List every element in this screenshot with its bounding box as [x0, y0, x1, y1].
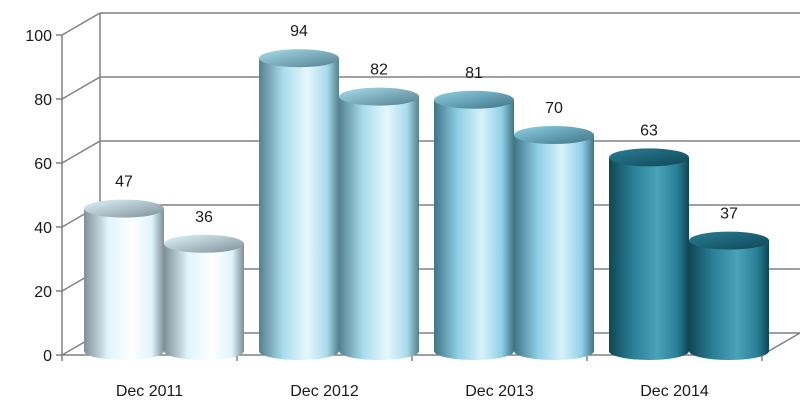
data-label-2-1: 70 [545, 100, 563, 117]
bar-0-0 [84, 199, 164, 360]
bar-body-1-1 [339, 96, 419, 360]
data-label-3-0: 63 [640, 122, 658, 139]
bar-body-1-0 [259, 58, 339, 360]
bar-top-3-1 [689, 231, 769, 250]
bar-body-0-1 [164, 243, 244, 360]
x-category-label-3: Dec 2014 [640, 383, 709, 400]
x-category-label-1: Dec 2012 [290, 383, 359, 400]
bar-body-3-1 [689, 240, 769, 360]
bar-top-2-1 [514, 126, 594, 144]
bar-2-1 [514, 126, 594, 360]
gridline-diag-5 [61, 12, 101, 36]
bar-body-0-0 [84, 208, 164, 360]
data-label-0-0: 47 [115, 174, 133, 191]
bar-body-2-1 [514, 135, 594, 360]
bar-1-0 [259, 49, 339, 360]
y-tick-label-1: 20 [34, 284, 52, 301]
gridline-diag-4 [61, 76, 101, 100]
y-tick-label-3: 60 [34, 156, 52, 173]
bar-body-2-0 [434, 99, 514, 361]
bar-1-1 [339, 87, 419, 360]
data-label-1-0: 94 [290, 23, 308, 40]
bars-layer [84, 49, 769, 361]
data-label-3-1: 37 [720, 206, 738, 223]
bar-top-0-1 [164, 234, 244, 253]
bar-top-2-0 [434, 90, 514, 109]
labels-layer: 47 36 Dec 2011 94 82 Dec 2012 81 70 Dec 2013 63 37… [115, 23, 738, 400]
y-tick-label-2: 40 [34, 220, 52, 237]
x-category-label-0: Dec 2011 [116, 383, 183, 400]
bar-3-0 [609, 148, 689, 360]
bar-top-1-0 [259, 49, 339, 68]
bar-top-1-1 [339, 87, 419, 106]
bar-0-1 [164, 234, 244, 360]
y-tick-label-0: 0 [43, 348, 52, 365]
bar-3-1 [689, 231, 769, 360]
data-label-0-1: 36 [195, 209, 213, 226]
bar-body-3-0 [609, 157, 689, 360]
bar-top-0-0 [84, 199, 164, 218]
y-tick-label-5: 100 [25, 28, 52, 45]
gridline-diag-3 [61, 140, 101, 164]
data-label-2-0: 81 [465, 65, 483, 82]
bar-top-3-0 [609, 148, 689, 167]
bar-2-0 [434, 90, 514, 361]
x-category-label-2: Dec 2013 [465, 383, 534, 400]
data-label-1-1: 82 [370, 62, 388, 79]
y-tick-label-4: 80 [34, 92, 52, 109]
